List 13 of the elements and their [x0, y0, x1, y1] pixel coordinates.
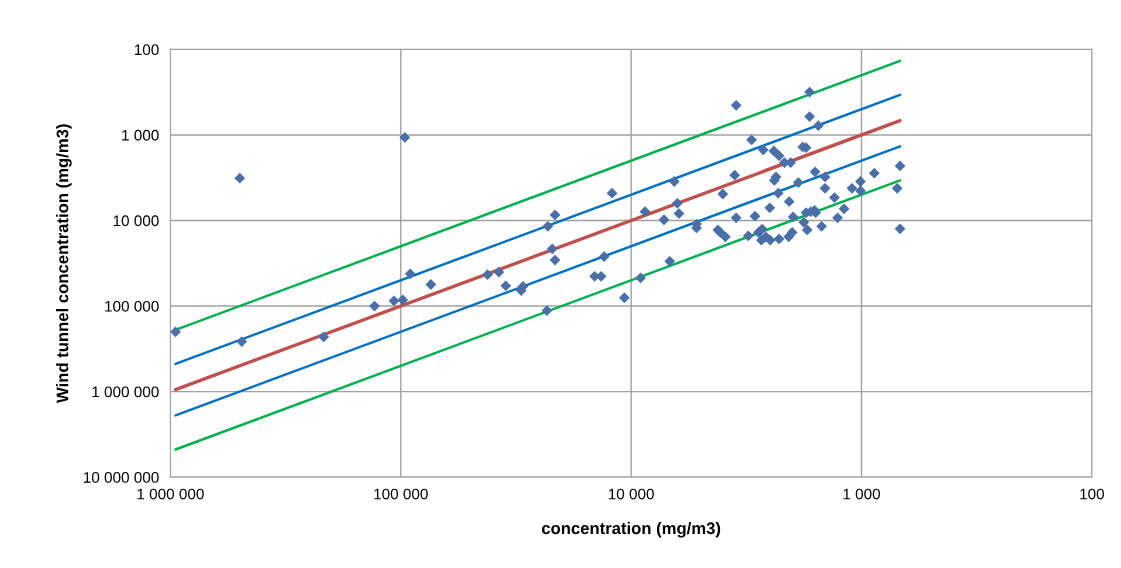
y-tick-label: 10 000 — [113, 215, 159, 227]
y-tick-label: 1 000 000 — [92, 386, 159, 398]
x-tick-label: 1 000 000 — [137, 488, 204, 500]
x-tick-label: 100 000 — [374, 488, 428, 500]
x-tick-label: 1 000 — [843, 488, 881, 500]
y-tick-label: 10 000 000 — [83, 471, 159, 483]
y-axis-title: Wind tunnel concentration (mg/m3) — [56, 124, 72, 403]
x-tick-label: 100 — [1080, 488, 1104, 500]
y-tick-label: 100 — [134, 44, 159, 56]
x-axis-title: concentration (mg/m3) — [541, 521, 721, 538]
y-tick-label: 1 000 — [122, 129, 159, 141]
y-tick-label: 100 000 — [105, 300, 159, 312]
x-tick-label: 10 000 — [608, 488, 654, 500]
